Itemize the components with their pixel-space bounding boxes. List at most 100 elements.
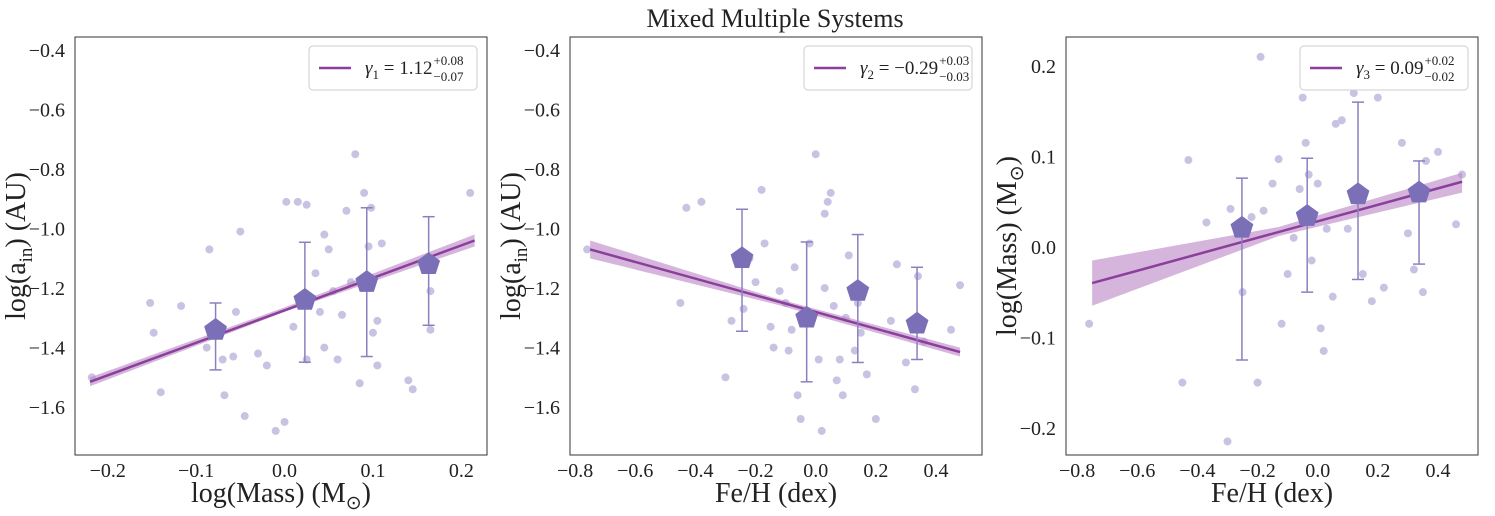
x-tick-label: −0.6 bbox=[1119, 460, 1155, 482]
y-tick-label: −1.6 bbox=[29, 397, 65, 419]
x-tick-label: −0.1 bbox=[178, 460, 214, 482]
axes-frame bbox=[74, 36, 488, 456]
data-point bbox=[408, 385, 417, 394]
legend-value: = −0.29 bbox=[874, 58, 938, 79]
data-point bbox=[1247, 213, 1256, 222]
data-point bbox=[1307, 256, 1316, 265]
data-point bbox=[1379, 283, 1388, 292]
data-point bbox=[760, 239, 769, 248]
y-tick-label: 0.1 bbox=[1031, 146, 1056, 168]
data-point bbox=[1403, 229, 1412, 238]
binned-point bbox=[417, 252, 441, 275]
data-point bbox=[1226, 204, 1235, 213]
binned-point bbox=[355, 270, 379, 292]
legend-label: γ1 = 1.12 bbox=[365, 58, 432, 82]
data-point bbox=[202, 343, 211, 352]
data-point bbox=[324, 245, 333, 254]
data-point bbox=[1319, 346, 1328, 355]
data-point bbox=[1202, 218, 1211, 227]
x-tick-label: 0.2 bbox=[863, 460, 888, 482]
data-point bbox=[271, 426, 280, 435]
binned-point bbox=[795, 305, 819, 328]
data-point bbox=[769, 343, 778, 352]
data-point bbox=[229, 352, 238, 361]
legend-box bbox=[803, 45, 973, 91]
legend-symbol: γ bbox=[1356, 58, 1364, 79]
axes-frame bbox=[1065, 36, 1479, 456]
legend-upper: +0.08 bbox=[433, 53, 463, 68]
label-text: ) bbox=[992, 156, 1023, 165]
legend-symbol: γ bbox=[365, 58, 373, 79]
data-point bbox=[1313, 179, 1322, 188]
data-point bbox=[320, 230, 329, 239]
data-point bbox=[205, 245, 214, 254]
data-point bbox=[823, 197, 832, 206]
label-text: log(a bbox=[496, 262, 527, 320]
data-point bbox=[351, 150, 360, 159]
data-point bbox=[1328, 292, 1337, 301]
legend-sub: 2 bbox=[868, 67, 875, 82]
data-point bbox=[751, 278, 760, 287]
data-point bbox=[364, 242, 373, 251]
fit-line bbox=[589, 248, 961, 354]
legend-upper: +0.03 bbox=[939, 53, 969, 68]
data-point bbox=[1289, 233, 1298, 242]
data-point bbox=[676, 298, 685, 307]
data-point bbox=[766, 322, 775, 331]
label-text: log(Mass) (M bbox=[191, 478, 346, 509]
data-point bbox=[1358, 270, 1367, 279]
data-point bbox=[850, 346, 859, 355]
y-axis-label: log(Mass) (M⊙) bbox=[992, 156, 1028, 336]
x-tick-label: 0.4 bbox=[923, 460, 948, 482]
data-point bbox=[280, 417, 289, 426]
x-tick-label: −0.8 bbox=[1059, 460, 1095, 482]
data-point bbox=[231, 307, 240, 316]
data-point bbox=[1367, 297, 1376, 306]
data-point bbox=[373, 361, 382, 370]
data-point bbox=[1373, 93, 1382, 102]
data-point bbox=[311, 269, 320, 278]
x-tick-label: 0.0 bbox=[803, 460, 828, 482]
y-tick-label: −1.0 bbox=[29, 219, 65, 241]
label-text: ) bbox=[362, 478, 371, 509]
data-point bbox=[1259, 206, 1268, 215]
data-point bbox=[1295, 185, 1304, 193]
legend-sub: 1 bbox=[373, 67, 380, 82]
data-point bbox=[697, 197, 706, 206]
data-point bbox=[1421, 156, 1430, 165]
y-tick-label: 0.0 bbox=[1031, 237, 1056, 259]
x-tick-label: −0.2 bbox=[90, 460, 126, 482]
data-point bbox=[1409, 265, 1418, 274]
x-tick-label: −0.2 bbox=[1239, 460, 1275, 482]
data-point bbox=[426, 287, 435, 296]
data-point bbox=[1268, 179, 1277, 188]
y-tick-label: −0.4 bbox=[524, 40, 560, 62]
x-tick-label: 0.0 bbox=[272, 460, 297, 482]
x-tick-label: 0.0 bbox=[1305, 460, 1330, 482]
data-point bbox=[826, 188, 835, 197]
figure-title: Mixed Multiple Systems bbox=[646, 4, 903, 33]
y-axis-label: log(ain) (AU) bbox=[496, 172, 532, 320]
data-point bbox=[293, 197, 302, 206]
binned-point bbox=[204, 318, 227, 340]
legend-lower: −0.02 bbox=[1424, 69, 1454, 84]
data-point bbox=[838, 391, 847, 400]
legend-sub: 3 bbox=[1364, 67, 1371, 82]
data-point bbox=[820, 284, 829, 293]
x-tick-label: −0.2 bbox=[737, 460, 773, 482]
data-point bbox=[1337, 116, 1346, 125]
label-sub: ⊙ bbox=[346, 493, 362, 514]
y-tick-label: −1.6 bbox=[524, 397, 560, 419]
confidence-band bbox=[590, 240, 961, 357]
x-axis-label: Fe/H (dex) bbox=[1211, 478, 1333, 509]
legend-value: = 1.12 bbox=[379, 58, 432, 79]
axes-frame bbox=[569, 36, 983, 456]
data-point bbox=[1256, 52, 1265, 61]
y-tick-label: −1.2 bbox=[524, 278, 560, 300]
data-point bbox=[1178, 378, 1187, 387]
x-tick-label: 0.2 bbox=[449, 460, 474, 482]
data-point bbox=[1223, 437, 1232, 446]
binned-point bbox=[905, 311, 929, 334]
data-point bbox=[1304, 170, 1313, 179]
y-tick-label: −1.4 bbox=[29, 338, 65, 360]
